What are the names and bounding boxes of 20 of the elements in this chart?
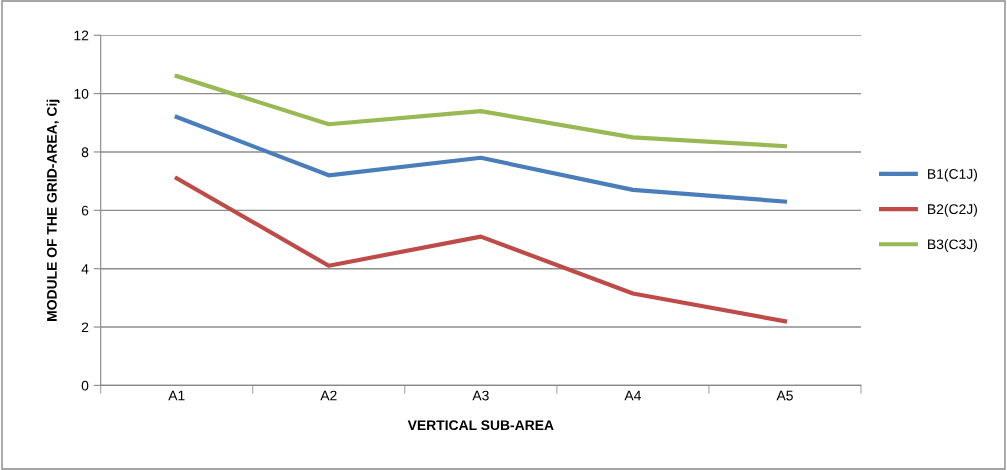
line-series	[174, 176, 788, 324]
y-tick-label: 8	[81, 147, 89, 158]
legend-label: B3(C3J)	[928, 239, 977, 252]
x-tick-label: A5	[776, 390, 793, 401]
x-tick-label: A4	[624, 390, 641, 401]
y-tick-label: 12	[74, 30, 89, 41]
legend-label: B1(C1J)	[928, 168, 977, 182]
x-tick-label: A2	[320, 390, 337, 401]
y-tick-label: 6	[81, 205, 89, 216]
y-axis-title: MODULE OF THE GRID-AREA, Cij	[46, 99, 60, 321]
y-tick-label: 2	[81, 322, 89, 333]
x-axis-title: VERTICAL SUB-AREA	[407, 420, 554, 431]
line-series	[174, 114, 788, 204]
legend-label: B2(C2J)	[928, 203, 977, 217]
y-tick-label: 4	[81, 264, 89, 274]
y-tick-label: 0	[81, 380, 89, 391]
y-tick-label: 10	[74, 88, 89, 99]
x-tick-label: A3	[472, 390, 489, 401]
x-tick-label: A1	[168, 390, 185, 401]
line-series	[174, 74, 788, 149]
